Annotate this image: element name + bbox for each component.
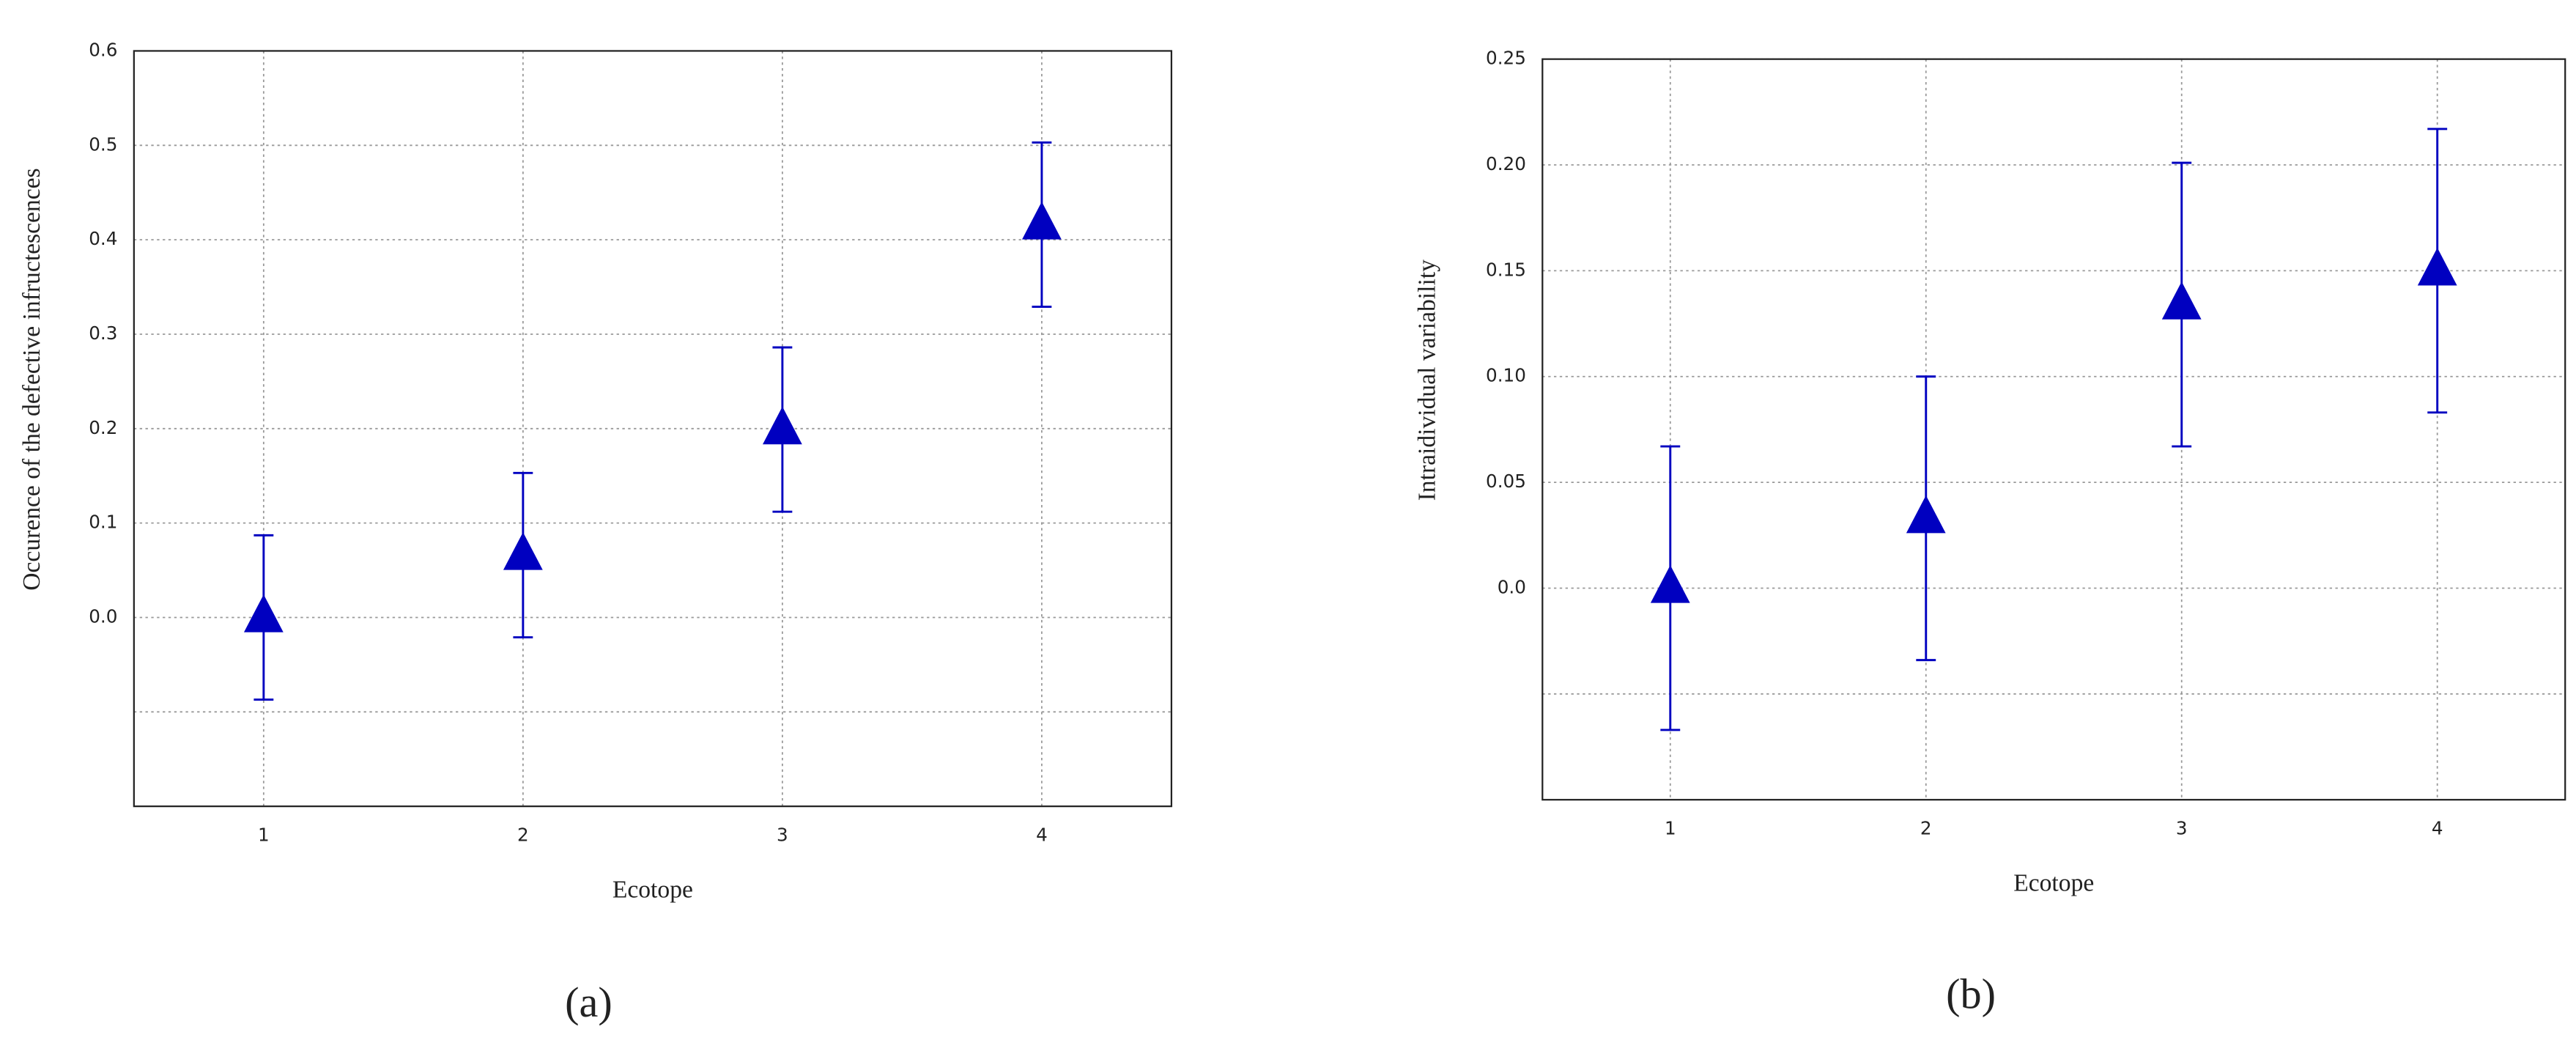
y-tick-label: 0.4	[89, 228, 117, 249]
marker	[1906, 495, 1946, 534]
y-tick-label: 0.3	[89, 322, 117, 344]
panel-label: (a)	[565, 978, 612, 1026]
marker	[503, 532, 543, 570]
x-axis-title: Ecotope	[2013, 869, 2094, 896]
x-tick-label: 1	[1665, 818, 1676, 839]
marker	[2417, 248, 2457, 286]
marker	[243, 594, 284, 633]
plot-frame	[1541, 58, 2566, 801]
x-tick-label: 2	[1920, 818, 1932, 839]
x-tick-label: 3	[777, 824, 788, 845]
plot-frame	[133, 50, 1173, 808]
x-axis-title: Ecotope	[612, 876, 693, 903]
marker	[1650, 565, 1690, 603]
y-tick-label: 0.05	[1486, 471, 1526, 492]
y-tick-label: 0.0	[1498, 576, 1526, 597]
y-tick-label: 0.15	[1486, 259, 1526, 280]
x-tick-label: 3	[2176, 818, 2188, 839]
x-tick-label: 2	[517, 824, 529, 845]
y-tick-label: 0.1	[89, 512, 117, 533]
panel-label: (b)	[1946, 970, 1996, 1018]
x-tick-label: 4	[1036, 824, 1048, 845]
y-axis-title: Occurence of the defective infructescenc…	[18, 168, 45, 590]
marker	[1022, 202, 1062, 240]
y-tick-label: 0.10	[1486, 365, 1526, 386]
y-tick-label: 0.20	[1486, 153, 1526, 174]
x-tick-label: 1	[258, 824, 270, 845]
y-axis-title: Intraidividual variability	[1413, 259, 1440, 501]
x-tick-label: 4	[2432, 818, 2443, 839]
marker	[763, 406, 802, 445]
y-tick-label: 0.25	[1486, 48, 1526, 69]
marker	[2161, 281, 2202, 320]
y-tick-label: 0.6	[89, 39, 117, 60]
y-tick-label: 0.5	[89, 133, 117, 155]
y-tick-label: 0.2	[89, 417, 117, 438]
y-tick-label: 0.0	[89, 605, 117, 627]
